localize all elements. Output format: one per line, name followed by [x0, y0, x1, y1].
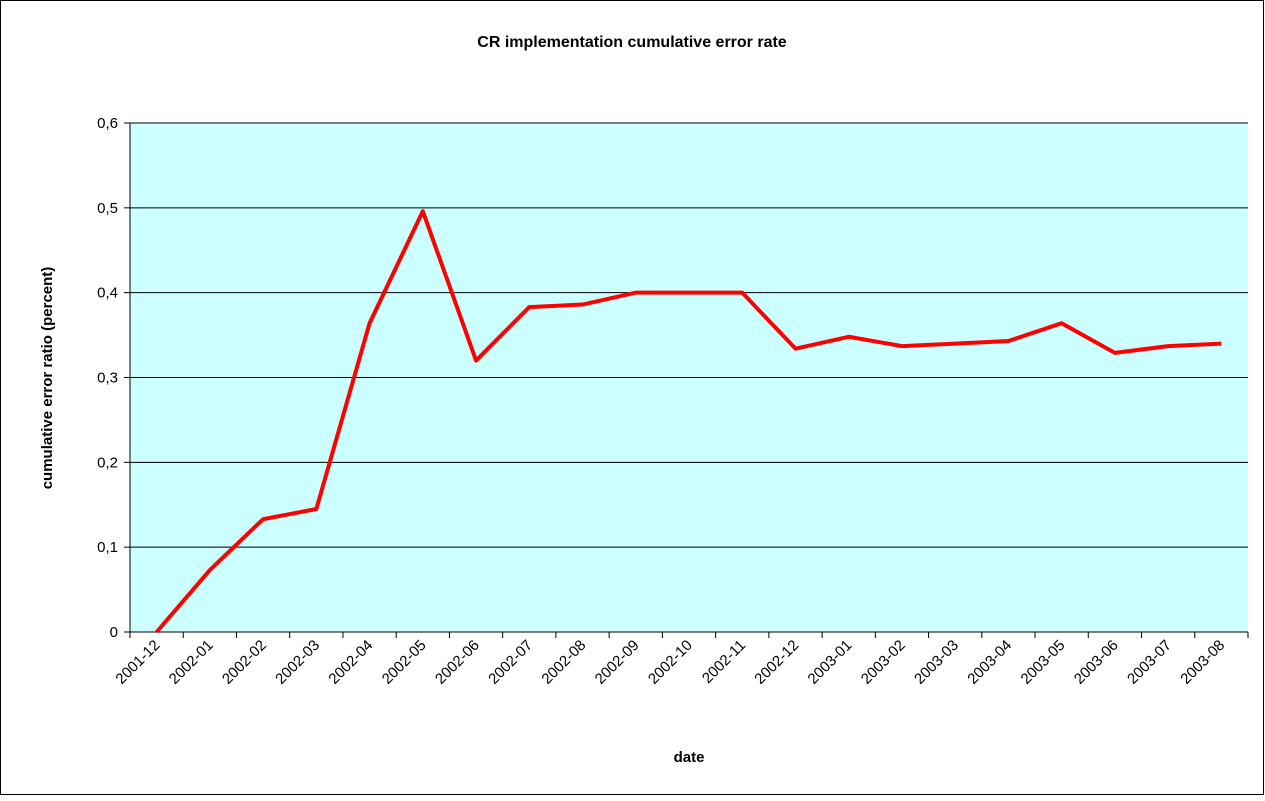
y-tick-label: 0,4 [97, 285, 118, 302]
data-line [155, 209, 1222, 634]
chart-title: CR implementation cumulative error rate [477, 34, 787, 51]
y-tick-label: 0,2 [97, 454, 118, 471]
y-tick-label: 0,6 [97, 115, 118, 132]
y-axis-label: cumulative error ratio (percent) [39, 267, 56, 490]
y-tick-label: 0,1 [97, 539, 118, 556]
y-tick-label: 0,3 [97, 370, 118, 387]
x-axis-label: date [674, 749, 705, 766]
y-tick-label: 0 [110, 624, 118, 641]
y-tick-label: 0,5 [97, 200, 118, 217]
